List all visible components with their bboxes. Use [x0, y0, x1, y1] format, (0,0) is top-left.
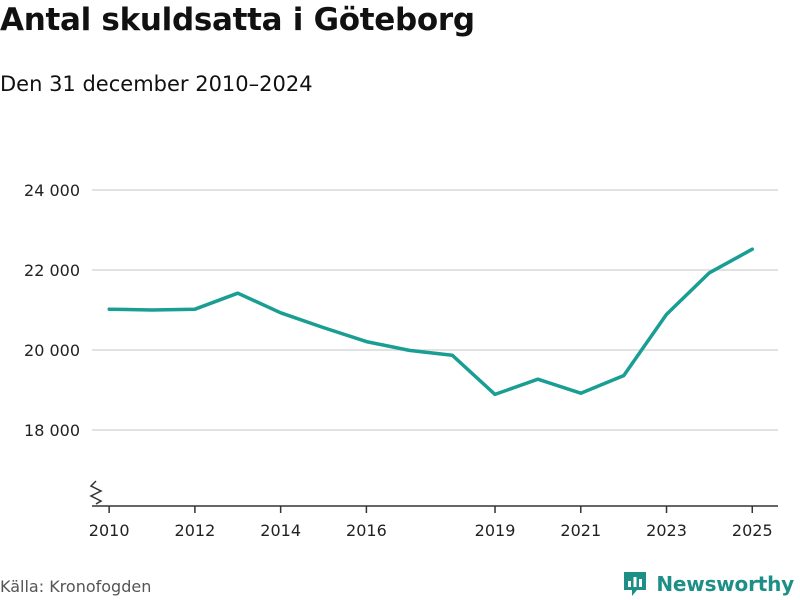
newsworthy-logo-icon	[624, 572, 647, 596]
y-tick-label: 22 000	[24, 261, 80, 280]
x-tick-label: 2016	[346, 521, 387, 540]
chart-title: Antal skuldsatta i Göteborg	[0, 2, 475, 38]
data-point	[193, 307, 197, 311]
x-tick-label: 2021	[560, 521, 601, 540]
x-tick-label: 2025	[732, 521, 773, 540]
series-layer	[107, 247, 755, 397]
data-point	[279, 311, 283, 315]
x-tick-label: 2019	[475, 521, 516, 540]
axis-break-icon	[89, 480, 103, 505]
chart-subtitle: Den 31 december 2010–2024	[0, 72, 313, 96]
y-tick-label: 20 000	[24, 341, 80, 360]
data-point	[450, 353, 454, 357]
data-point	[750, 247, 754, 251]
data-point	[236, 291, 240, 295]
data-point	[622, 374, 626, 378]
series-line	[107, 247, 755, 397]
data-point	[579, 391, 583, 395]
data-point	[364, 340, 368, 344]
data-point	[536, 377, 540, 381]
x-tick-label: 2014	[260, 521, 301, 540]
y-tick-label: 24 000	[24, 181, 80, 200]
x-tick-label: 2012	[175, 521, 216, 540]
gridlines	[92, 189, 778, 431]
data-point	[107, 307, 111, 311]
x-tick-label: 2010	[89, 521, 130, 540]
data-point	[322, 326, 326, 330]
brand-name: Newsworthy	[656, 572, 794, 596]
source-note: Källa: Kronofogden	[0, 577, 152, 596]
data-point	[707, 271, 711, 275]
data-point	[150, 308, 154, 312]
data-point	[407, 348, 411, 352]
line-chart: 18 000 20 000 22 000 24 000 2010 2012 2014 2016…	[24, 181, 778, 540]
brand-logo[interactable]: Newsworthy	[622, 570, 794, 598]
y-tick-label: 18 000	[24, 421, 80, 440]
x-tick-label: 2023	[646, 521, 687, 540]
data-point	[493, 392, 497, 396]
tick-labels: 18 000 20 000 22 000 24 000 2010 2012 2014 2016…	[24, 181, 773, 540]
axes	[89, 480, 778, 513]
data-point	[665, 312, 669, 316]
